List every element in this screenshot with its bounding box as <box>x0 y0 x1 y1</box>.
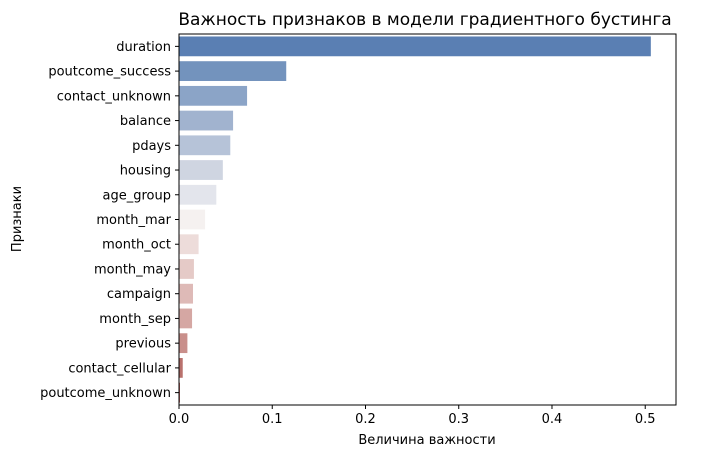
x-tick-label: 0.5 <box>635 412 656 427</box>
y-tick-label: month_sep <box>99 312 171 327</box>
y-tick-label: poutcome_unknown <box>40 386 171 401</box>
x-tick-label: 0.2 <box>355 412 376 427</box>
bar-month-oct <box>179 234 199 255</box>
y-tick-label: duration <box>116 40 171 55</box>
bar-age-group <box>179 184 217 205</box>
y-tick-label: previous <box>115 337 171 352</box>
bar-balance <box>179 110 234 131</box>
bar-duration <box>179 36 651 57</box>
chart-title: Важность признаков в модели градиентного… <box>178 10 671 30</box>
bar-previous <box>179 333 188 354</box>
bar-month-may <box>179 259 194 279</box>
y-tick-label: age_group <box>103 188 171 203</box>
x-tick-label: 0.1 <box>262 412 283 427</box>
y-tick-label: poutcome_success <box>48 65 171 80</box>
y-tick-label: contact_unknown <box>57 89 171 104</box>
x-axis-label: Величина важности <box>358 433 495 448</box>
x-tick-label: 0.0 <box>169 412 190 427</box>
bar-contact-cellular <box>179 358 183 378</box>
plot-frame <box>178 33 677 406</box>
y-tick-label: month_may <box>94 262 171 277</box>
y-tick-label: housing <box>120 164 171 179</box>
x-tick-label: 0.4 <box>542 412 563 427</box>
y-tick-label: campaign <box>107 287 171 302</box>
y-tick-label: contact_cellular <box>68 361 171 376</box>
bar-campaign <box>179 283 193 304</box>
y-tick-label: month_oct <box>102 238 171 253</box>
y-tick-label: balance <box>120 114 171 129</box>
bar-month-mar <box>179 209 206 230</box>
y-tick-label: month_mar <box>96 213 171 228</box>
y-tick-label: pdays <box>132 139 171 154</box>
x-tick-label: 0.3 <box>448 412 469 427</box>
bar-housing <box>179 160 223 180</box>
bar-poutcome-success <box>179 61 287 81</box>
bar-pdays <box>179 135 231 156</box>
y-axis-label: Признаки <box>10 186 25 252</box>
plot-area: duration poutcome_success contact_unknownb… <box>40 33 677 427</box>
bar-contact-unknown <box>179 85 248 106</box>
bar-month-sep <box>179 308 193 329</box>
